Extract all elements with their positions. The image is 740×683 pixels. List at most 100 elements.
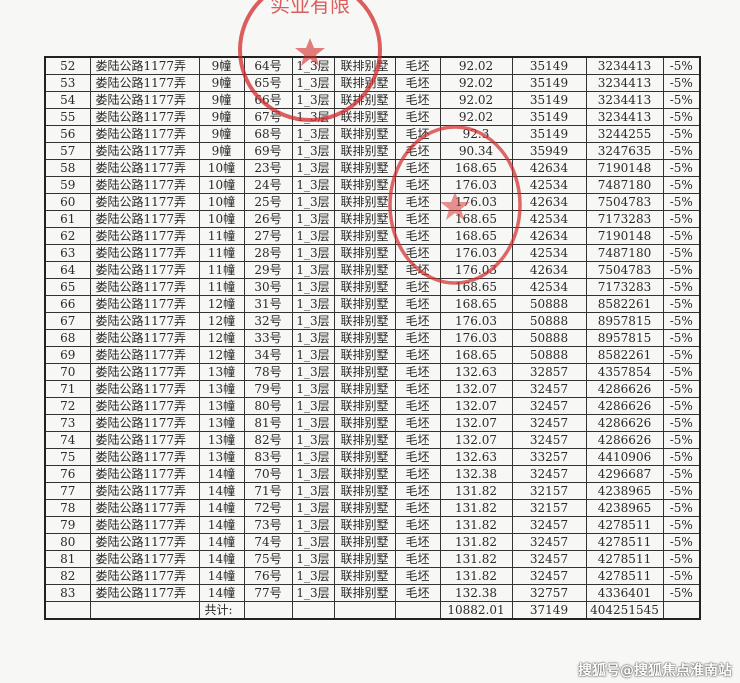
discount: -5% [662, 397, 701, 415]
unit-price: 33257 [511, 448, 587, 466]
unit: 27号 [243, 227, 293, 245]
floors: 1_3层 [291, 244, 335, 262]
address: 娄陆公路1177弄 [89, 159, 200, 177]
table-row: 72 娄陆公路1177弄 13幢 80号 1_3层 联排别墅 毛坯 132.07 32457 42… [44, 397, 701, 415]
finish: 毛坯 [394, 550, 441, 568]
discount: -5% [662, 91, 701, 109]
total-area: 10882.01 [439, 601, 513, 620]
building: 12幢 [198, 346, 245, 364]
table-row: 53 娄陆公路1177弄 9幢 65号 1_3层 联排别墅 毛坯 92.02 35149 3234… [44, 74, 701, 92]
house-type: 联排别墅 [333, 176, 396, 194]
unit-price: 50888 [511, 312, 587, 330]
table-row: 62 娄陆公路1177弄 11幢 27号 1_3层 联排别墅 毛坯 168.65 42634 71… [44, 227, 701, 245]
row-number: 62 [44, 227, 91, 245]
floors: 1_3层 [291, 550, 335, 568]
unit: 81号 [243, 414, 293, 432]
total-price: 4286626 [585, 380, 664, 398]
address: 娄陆公路1177弄 [89, 193, 200, 211]
address: 娄陆公路1177弄 [89, 74, 200, 92]
floors: 1_3层 [291, 125, 335, 143]
discount: -5% [662, 567, 701, 585]
discount: -5% [662, 431, 701, 449]
house-type: 联排别墅 [333, 108, 396, 126]
unit-price: 32857 [511, 363, 587, 381]
unit: 78号 [243, 363, 293, 381]
total-price: 4278511 [585, 533, 664, 551]
total-price: 4296687 [585, 465, 664, 483]
floors: 1_3层 [291, 278, 335, 296]
house-type: 联排别墅 [333, 312, 396, 330]
unit: 75号 [243, 550, 293, 568]
finish: 毛坯 [394, 584, 441, 602]
discount: -5% [662, 295, 701, 313]
building: 9幢 [198, 108, 245, 126]
total-price: 4278511 [585, 567, 664, 585]
finish: 毛坯 [394, 278, 441, 296]
house-type: 联排别墅 [333, 159, 396, 177]
row-number: 57 [44, 142, 91, 160]
finish: 毛坯 [394, 74, 441, 92]
building: 14幢 [198, 550, 245, 568]
address: 娄陆公路1177弄 [89, 91, 200, 109]
discount: -5% [662, 414, 701, 432]
building: 9幢 [198, 142, 245, 160]
row-number: 70 [44, 363, 91, 381]
unit: 72号 [243, 499, 293, 517]
building: 13幢 [198, 431, 245, 449]
discount: -5% [662, 533, 701, 551]
table-row: 83 娄陆公路1177弄 14幢 77号 1_3层 联排别墅 毛坯 132.38 32757 43… [44, 584, 701, 602]
total-price: 8582261 [585, 346, 664, 364]
finish: 毛坯 [394, 261, 441, 279]
area: 132.38 [439, 584, 513, 602]
address: 娄陆公路1177弄 [89, 261, 200, 279]
address: 娄陆公路1177弄 [89, 227, 200, 245]
house-type: 联排别墅 [333, 363, 396, 381]
house-type: 联排别墅 [333, 533, 396, 551]
total-price: 4286626 [585, 414, 664, 432]
total-price: 4238965 [585, 482, 664, 500]
unit: 77号 [243, 584, 293, 602]
row-number: 64 [44, 261, 91, 279]
table-row: 76 娄陆公路1177弄 14幢 70号 1_3层 联排别墅 毛坯 132.38 32457 42… [44, 465, 701, 483]
area: 132.38 [439, 465, 513, 483]
area: 168.65 [439, 295, 513, 313]
table-row: 57 娄陆公路1177弄 9幢 69号 1_3层 联排别墅 毛坯 90.34 35949 3247… [44, 142, 701, 160]
finish: 毛坯 [394, 414, 441, 432]
finish: 毛坯 [394, 431, 441, 449]
unit-price: 50888 [511, 329, 587, 347]
finish: 毛坯 [394, 448, 441, 466]
floors: 1_3层 [291, 261, 335, 279]
address: 娄陆公路1177弄 [89, 56, 200, 75]
finish: 毛坯 [394, 567, 441, 585]
row-number: 53 [44, 74, 91, 92]
building: 12幢 [198, 295, 245, 313]
unit-price: 32457 [511, 465, 587, 483]
address: 娄陆公路1177弄 [89, 482, 200, 500]
unit-price: 42534 [511, 278, 587, 296]
building: 13幢 [198, 414, 245, 432]
watermark: 搜狐号@搜狐焦点淮南站 [578, 663, 732, 679]
unit: 26号 [243, 210, 293, 228]
unit: 76号 [243, 567, 293, 585]
unit-price: 32457 [511, 533, 587, 551]
discount: -5% [662, 56, 701, 75]
total-price: 4410906 [585, 448, 664, 466]
address: 娄陆公路1177弄 [89, 210, 200, 228]
unit-price: 35949 [511, 142, 587, 160]
finish: 毛坯 [394, 176, 441, 194]
finish: 毛坯 [394, 329, 441, 347]
unit-price: 50888 [511, 346, 587, 364]
unit: 24号 [243, 176, 293, 194]
building: 10幢 [198, 210, 245, 228]
row-number: 60 [44, 193, 91, 211]
floors: 1_3层 [291, 176, 335, 194]
finish: 毛坯 [394, 380, 441, 398]
unit-price: 32457 [511, 397, 587, 415]
table-row: 71 娄陆公路1177弄 13幢 79号 1_3层 联排别墅 毛坯 132.07 32457 42… [44, 380, 701, 398]
row-number: 74 [44, 431, 91, 449]
floors: 1_3层 [291, 295, 335, 313]
address: 娄陆公路1177弄 [89, 278, 200, 296]
house-type: 联排别墅 [333, 499, 396, 517]
discount: -5% [662, 329, 701, 347]
area: 176.03 [439, 193, 513, 211]
